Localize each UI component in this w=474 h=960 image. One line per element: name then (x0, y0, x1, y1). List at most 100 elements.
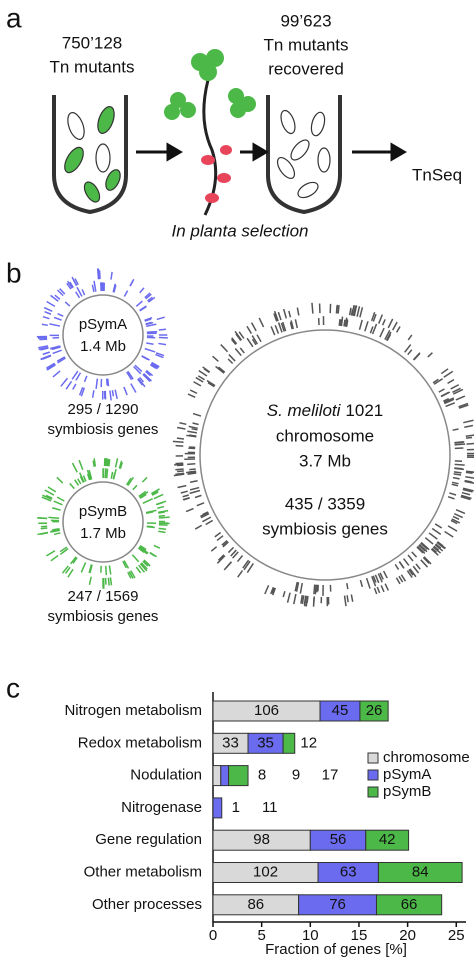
gene-tick (451, 518, 461, 524)
gene-tick (411, 551, 418, 558)
gene-tick (294, 319, 299, 329)
gene-tick (273, 313, 278, 322)
gene-tick (130, 570, 136, 579)
gene-tick (92, 460, 95, 467)
gene-tick (74, 278, 79, 286)
gene-tick (45, 494, 53, 499)
gene-tick (38, 345, 49, 349)
replicon-size: 1.7 Mb (80, 525, 126, 542)
gene-tick (286, 592, 291, 603)
gene-tick (81, 289, 86, 296)
gene-tick (127, 370, 134, 380)
gene-tick (282, 321, 287, 332)
gene-tick (451, 481, 459, 485)
gene-tick (301, 595, 305, 605)
gene-tick (123, 560, 130, 569)
gene-tick (79, 472, 85, 483)
gene-tick (138, 546, 146, 552)
gene-tick (114, 458, 119, 468)
gene-tick (465, 470, 474, 473)
gene-count: 26 (366, 702, 383, 719)
gene-tick (112, 469, 117, 480)
gene-tick (142, 560, 149, 567)
gene-tick (231, 338, 237, 346)
gene-tick (146, 342, 154, 346)
gene-tick (126, 371, 133, 381)
gene-tick (374, 574, 380, 584)
gene-tick (50, 554, 59, 562)
gene-tick (216, 555, 226, 564)
gene-tick (463, 419, 474, 424)
gene-tick (126, 477, 132, 486)
gene-tick (450, 384, 460, 390)
gene-tick (420, 559, 429, 568)
gene-tick (188, 471, 197, 474)
gene-tick (200, 512, 210, 519)
gene-tick (50, 345, 61, 350)
gene-tick (56, 289, 64, 297)
gene-tick (174, 463, 184, 466)
gene-tick (177, 484, 187, 489)
gene-tick (424, 537, 434, 545)
gene-tick (50, 294, 59, 302)
gene-tick (49, 323, 61, 327)
gene-tick (91, 390, 95, 398)
gene-tick (191, 427, 198, 431)
gene-tick (69, 281, 74, 288)
gene-tick (217, 367, 225, 374)
gene-tick (78, 386, 84, 396)
gene-tick (428, 532, 438, 540)
gene-tick (350, 594, 354, 602)
gene-count: 76 (329, 896, 346, 913)
gene-tick (454, 467, 465, 471)
gene-tick (189, 479, 198, 483)
gene-tick (50, 529, 60, 533)
gene-tick (433, 378, 444, 385)
replicon-circle (62, 481, 144, 563)
gene-tick (352, 305, 357, 317)
gene-tick (372, 575, 377, 583)
gene-tick (158, 514, 166, 518)
gene-tick (431, 547, 438, 553)
gene-tick (71, 276, 78, 286)
gene-tick (42, 494, 53, 500)
gene-tick (135, 566, 142, 574)
gene-tick (230, 549, 237, 557)
gene-tick (454, 440, 465, 444)
gene-tick (444, 399, 452, 405)
gene-tick (88, 469, 93, 480)
gene-tick (433, 545, 440, 551)
gene-tick (443, 397, 455, 404)
gene-tick (427, 352, 433, 358)
gene-tick (371, 576, 377, 587)
count: 750’128 (62, 33, 123, 52)
gene-tick (155, 352, 165, 357)
gene-tick (214, 531, 222, 538)
gene-tick (359, 579, 364, 588)
gene-tick (280, 322, 285, 332)
gene-tick (131, 554, 140, 563)
gene-tick (464, 480, 474, 484)
gene-tick (420, 541, 430, 551)
x-tick-label: 5 (257, 927, 265, 944)
gene-ratio: 247 / 1569 (68, 588, 139, 605)
gene-tick (65, 380, 73, 390)
gene-tick (141, 476, 148, 483)
gene-tick (157, 505, 165, 509)
gene-tick (447, 525, 458, 532)
gene-tick (46, 550, 56, 557)
gene-tick (37, 531, 49, 536)
gene-tick (175, 472, 185, 476)
gene-tick (59, 548, 69, 556)
gene-tick (313, 584, 316, 595)
gene-tick (453, 513, 464, 519)
gene-tick (150, 363, 158, 368)
gene-tick (122, 560, 127, 569)
gene-ratio: 295 / 1290 (68, 401, 139, 418)
gene-tick (139, 376, 145, 383)
gene-tick (173, 473, 185, 477)
gene-tick (398, 575, 404, 583)
gene-tick (462, 488, 473, 493)
gene-count: 102 (253, 863, 278, 880)
gene-tick (384, 583, 389, 591)
